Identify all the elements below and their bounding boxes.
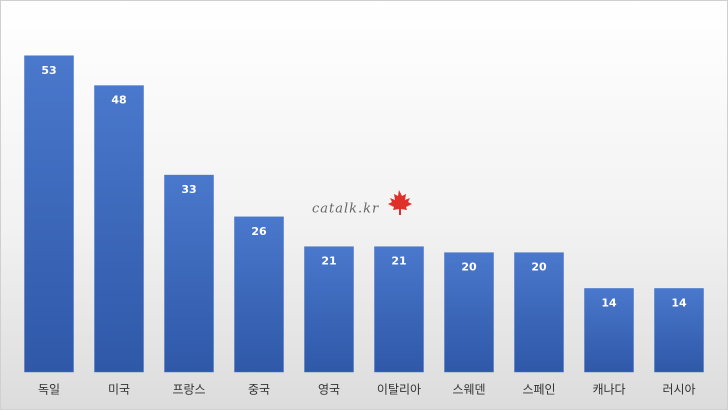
x-tick-label: 영국 <box>318 383 340 397</box>
value-label: 33 <box>181 183 196 196</box>
x-tick-label: 중국 <box>248 383 270 397</box>
x-tick-label: 캐나다 <box>592 383 625 397</box>
value-label: 20 <box>461 261 477 274</box>
x-tick-label: 이탈리아 <box>377 383 421 397</box>
bar <box>654 288 704 373</box>
bar <box>234 216 284 373</box>
bar <box>444 252 494 373</box>
x-tick-label: 러시아 <box>662 383 695 397</box>
bar <box>514 252 564 373</box>
value-label: 26 <box>251 225 267 238</box>
bar <box>24 55 74 373</box>
bar <box>374 246 424 373</box>
x-tick-label: 미국 <box>108 383 130 397</box>
value-label: 21 <box>391 255 406 268</box>
bar <box>304 246 354 373</box>
bar <box>584 288 634 373</box>
value-label: 53 <box>41 64 56 77</box>
bar <box>94 85 144 373</box>
value-label: 14 <box>601 296 617 309</box>
bar <box>164 174 214 373</box>
x-tick-label: 프랑스 <box>172 383 205 397</box>
x-tick-label: 스웨덴 <box>452 383 485 397</box>
x-tick-label: 스페인 <box>522 383 555 397</box>
maple-leaf <box>388 190 412 215</box>
value-label: 14 <box>671 296 687 309</box>
value-label: 20 <box>531 261 547 274</box>
value-label: 48 <box>111 94 126 107</box>
value-label: 21 <box>321 255 336 268</box>
watermark: catalk.kr <box>312 202 379 217</box>
x-tick-label: 독일 <box>38 383 60 397</box>
